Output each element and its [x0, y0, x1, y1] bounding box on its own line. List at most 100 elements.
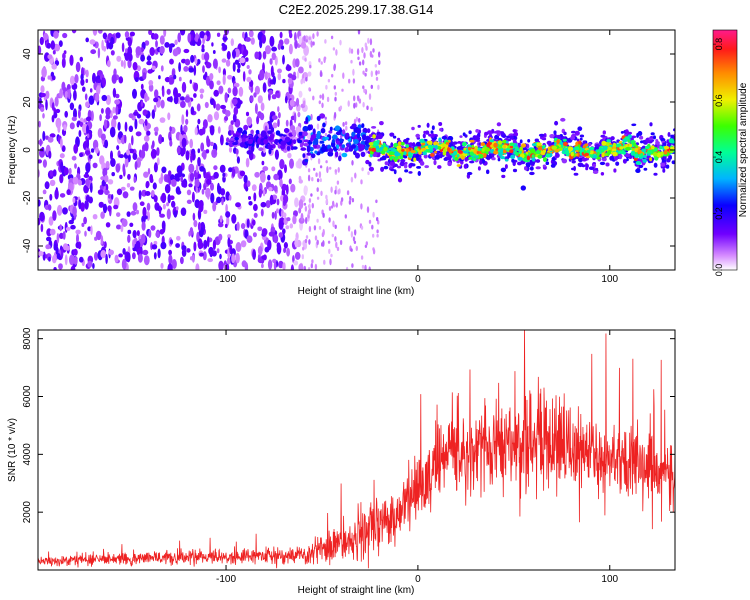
spectrogram-cell: [405, 144, 410, 148]
spectrogram-cell: [134, 161, 138, 170]
spectrogram-cell: [346, 190, 350, 196]
spectrogram-cell: [291, 130, 296, 136]
spectrogram-cell: [82, 86, 86, 92]
spectrogram-cell: [48, 216, 54, 226]
spectrogram-cell: [325, 160, 328, 164]
spectrogram-cell: [335, 202, 338, 208]
spectrogram-cell: [152, 182, 157, 190]
spectrogram-cell: [201, 53, 205, 61]
spectrogram-cell: [47, 75, 51, 80]
spectrogram-cell: [310, 153, 316, 159]
spectrogram-cell: [378, 60, 381, 65]
spectrogram-cell: [316, 133, 321, 140]
spectrogram-cell: [264, 71, 269, 80]
spectrogram-cell: [607, 146, 612, 151]
spectrogram-cell: [113, 204, 119, 210]
spectrogram-cell: [269, 58, 273, 65]
spectrogram-cell: [289, 99, 295, 107]
spectrogram-cell: [96, 79, 102, 84]
spectrogram-cell: [241, 260, 247, 268]
spectrogram-cell: [334, 125, 341, 131]
spectrogram-cell: [217, 126, 221, 134]
spectrogram-cell: [355, 102, 358, 108]
spectrogram-cell: [197, 118, 201, 125]
spectrogram-cell: [41, 67, 47, 78]
spectrogram-cell: [49, 133, 56, 138]
spectrogram-cell: [403, 163, 408, 169]
spectrogram-cell: [628, 156, 633, 159]
spectrogram-cell: [39, 138, 42, 147]
spectrogram-cell: [268, 187, 273, 192]
spectrogram-cell: [531, 154, 535, 159]
spectrogram-cell: [316, 115, 321, 121]
spectrogram-cell: [262, 189, 266, 197]
spectrogram-cell: [208, 175, 212, 181]
spectrogram-cell: [272, 122, 278, 129]
spectrogram-cell: [477, 166, 481, 171]
spectrogram-cell: [227, 237, 231, 248]
spectrogram-cell: [305, 39, 308, 43]
spectrogram-cell: [400, 141, 405, 146]
spectrogram-cell: [61, 145, 66, 153]
spectrogram-cell: [433, 141, 439, 146]
spectrogram-cell: [80, 73, 84, 81]
y-tick-label: 0: [22, 147, 33, 153]
spectrogram-cell: [183, 66, 189, 72]
spectrogram-cell: [639, 135, 644, 140]
spectrogram-cell: [345, 132, 350, 138]
spectrogram-cell: [257, 226, 263, 232]
spectrogram-cell: [376, 217, 379, 222]
spectrogram-cell: [513, 131, 519, 137]
spectrogram-cell: [640, 140, 644, 144]
spectrogram-cell: [489, 133, 493, 138]
spectrogram-cell: [491, 157, 496, 161]
spectrogram-cell: [542, 144, 546, 149]
spectrogram-cell: [303, 139, 310, 143]
spectrogram-cell: [169, 126, 172, 132]
spectrogram-cell: [42, 130, 46, 142]
spectrogram-cell: [519, 146, 523, 152]
spectrogram-cell: [439, 128, 443, 132]
spectrogram-cell: [142, 109, 148, 116]
spectrogram-cell: [439, 153, 443, 159]
spectrogram-cell: [71, 30, 77, 34]
spectrogram-cell: [181, 114, 185, 125]
spectrogram-cell: [327, 240, 331, 244]
spectrogram-cell: [273, 234, 279, 244]
spectrogram-cell: [203, 52, 210, 62]
spectrogram-cell: [151, 148, 157, 159]
spectrogram-cell: [120, 186, 126, 191]
spectrogram-cell: [355, 116, 359, 122]
spectrogram-cell: [225, 142, 229, 146]
spectrogram-cell: [299, 143, 303, 148]
spectrogram-cell: [235, 252, 240, 264]
spectrogram-cell: [284, 136, 291, 143]
colorbar-gradient: [713, 30, 737, 270]
spectrogram-cell: [601, 140, 607, 146]
spectrogram-cell: [339, 105, 343, 110]
spectrogram-cell: [173, 210, 178, 218]
spectrogram-cell: [335, 49, 338, 56]
spectrogram-cell: [279, 159, 285, 170]
spectrogram-cell: [62, 52, 66, 60]
spectrogram-cell: [95, 92, 100, 103]
spectrogram-cell: [329, 258, 332, 266]
spectrogram-cell: [497, 157, 501, 162]
spectrogram-cell: [645, 145, 650, 150]
spectrogram-cell: [146, 60, 152, 66]
spectrogram-cell: [268, 148, 272, 155]
spectrogram-cell: [459, 135, 463, 138]
spectrogram-cell: [126, 252, 131, 263]
spectrogram-cell: [94, 236, 98, 241]
spectrogram-cell: [584, 143, 589, 147]
x-tick-label: 0: [415, 274, 421, 285]
spectrogram-cell: [300, 78, 304, 85]
y-tick-label: 6000: [22, 385, 33, 408]
spectrogram-cell: [73, 256, 78, 265]
spectrogram-cell: [378, 51, 381, 58]
spectrogram-cell: [112, 115, 118, 120]
spectrogram-cell: [85, 37, 89, 43]
spectrogram-cell: [319, 140, 325, 144]
spectrogram-cell: [105, 222, 111, 228]
spectrogram-cell: [279, 31, 283, 39]
